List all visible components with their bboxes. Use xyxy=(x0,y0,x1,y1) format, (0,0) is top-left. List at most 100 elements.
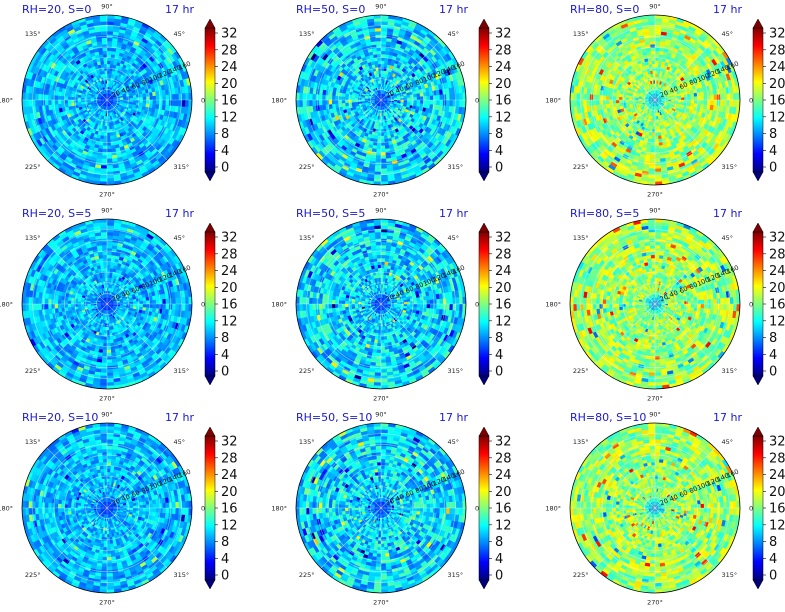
heatmap-cell xyxy=(104,93,107,97)
heatmap-cell xyxy=(36,124,42,132)
heatmap-cell xyxy=(35,131,42,140)
heatmap-cell xyxy=(82,139,88,145)
heatmap-cell xyxy=(153,51,160,58)
heatmap-cell xyxy=(95,164,102,169)
heatmap-cell xyxy=(431,155,439,163)
heatmap-cell xyxy=(391,106,396,110)
angle-tick-label: 0° xyxy=(201,97,208,105)
heatmap-cell xyxy=(371,131,376,136)
heatmap-cell xyxy=(107,80,109,84)
heatmap-cell xyxy=(429,144,437,151)
heatmap-cell xyxy=(392,166,400,171)
heatmap-cell xyxy=(660,95,664,98)
heatmap-cell xyxy=(420,164,428,171)
heatmap-cell xyxy=(650,112,653,117)
heatmap-cell xyxy=(439,100,444,106)
heatmap-cell xyxy=(425,148,432,156)
heatmap-cell xyxy=(322,89,327,96)
heatmap-cell xyxy=(54,142,61,149)
heatmap-cell xyxy=(76,32,84,38)
heatmap-cell xyxy=(682,74,688,80)
heatmap-cell xyxy=(386,102,390,105)
heatmap-cell xyxy=(102,73,105,78)
heatmap-cell xyxy=(64,133,70,140)
heatmap-cell xyxy=(86,126,91,132)
heatmap-cell xyxy=(403,49,409,55)
heatmap-cell xyxy=(651,94,654,98)
colorbar-tick-label: 24 xyxy=(495,60,512,75)
heatmap-cell xyxy=(323,46,331,54)
heatmap-cell xyxy=(379,96,381,100)
heatmap-cell xyxy=(425,87,430,93)
heatmap-cell xyxy=(371,101,375,103)
heatmap-cell xyxy=(349,79,355,84)
heatmap-cell xyxy=(97,101,101,103)
heatmap-cell xyxy=(392,143,398,148)
heatmap-cell xyxy=(51,49,59,56)
heatmap-cell xyxy=(386,85,390,89)
heatmap-cell xyxy=(405,62,411,68)
heatmap-cell xyxy=(115,109,119,113)
heatmap-cell xyxy=(657,73,660,78)
heatmap-cell xyxy=(92,118,96,123)
heatmap-cell xyxy=(132,94,137,98)
heatmap-cell xyxy=(136,159,143,166)
heatmap-cell xyxy=(334,29,342,36)
heatmap-cell xyxy=(443,62,450,70)
heatmap-cell xyxy=(159,34,168,43)
heatmap-cell xyxy=(334,164,342,171)
heatmap-cell xyxy=(656,106,658,110)
heatmap-cell xyxy=(381,103,383,107)
heatmap-cell xyxy=(69,124,75,130)
heatmap-cell xyxy=(175,100,179,107)
heatmap-cell xyxy=(88,29,96,34)
heatmap-cell xyxy=(640,105,644,109)
heatmap-cell xyxy=(86,152,93,157)
heatmap-cell xyxy=(139,102,143,107)
heatmap-cell xyxy=(335,100,339,104)
heatmap-cell xyxy=(397,122,402,127)
colorbar-tick-label: 20 xyxy=(495,77,512,92)
heatmap-cell xyxy=(112,131,117,136)
heatmap-cell xyxy=(113,101,117,104)
heatmap-cell xyxy=(181,100,186,107)
heatmap-cell xyxy=(387,134,392,139)
heatmap-cell xyxy=(358,129,363,134)
heatmap-cell xyxy=(322,100,326,106)
heatmap-cell xyxy=(362,166,370,171)
heatmap-cell xyxy=(44,94,49,100)
heatmap-cell xyxy=(401,127,407,133)
heatmap-cell xyxy=(358,85,363,89)
heatmap-cell xyxy=(109,101,113,104)
heatmap-cell xyxy=(356,115,361,119)
heatmap-cell xyxy=(129,85,134,89)
heatmap-cell xyxy=(605,77,611,84)
heatmap-cell xyxy=(676,134,682,140)
heatmap-cell xyxy=(609,88,614,93)
heatmap-cell xyxy=(100,74,103,78)
heatmap-cell xyxy=(616,106,621,111)
heatmap-cell xyxy=(372,94,376,97)
heatmap-cell xyxy=(93,111,97,115)
heatmap-cell xyxy=(98,103,102,106)
heatmap-cell xyxy=(651,135,655,140)
heatmap-cell xyxy=(321,132,328,140)
heatmap-cell xyxy=(99,138,104,143)
heatmap-cell xyxy=(662,54,667,59)
heatmap-cell xyxy=(112,85,116,89)
heatmap-cell xyxy=(125,85,130,89)
heatmap-cell xyxy=(374,60,378,65)
heatmap-cell xyxy=(322,73,328,80)
heatmap-cell xyxy=(152,66,158,73)
heatmap-cell xyxy=(691,110,697,115)
heatmap-cell xyxy=(431,137,438,145)
heatmap-cell xyxy=(139,70,145,76)
heatmap-cell xyxy=(413,40,421,47)
heatmap-cell xyxy=(107,51,112,55)
heatmap-cell xyxy=(123,100,127,102)
heatmap-cell xyxy=(118,66,123,71)
heatmap-cell xyxy=(392,73,396,78)
heatmap-cell xyxy=(647,141,652,146)
heatmap-cell xyxy=(660,103,663,107)
heatmap-cell xyxy=(398,113,403,117)
